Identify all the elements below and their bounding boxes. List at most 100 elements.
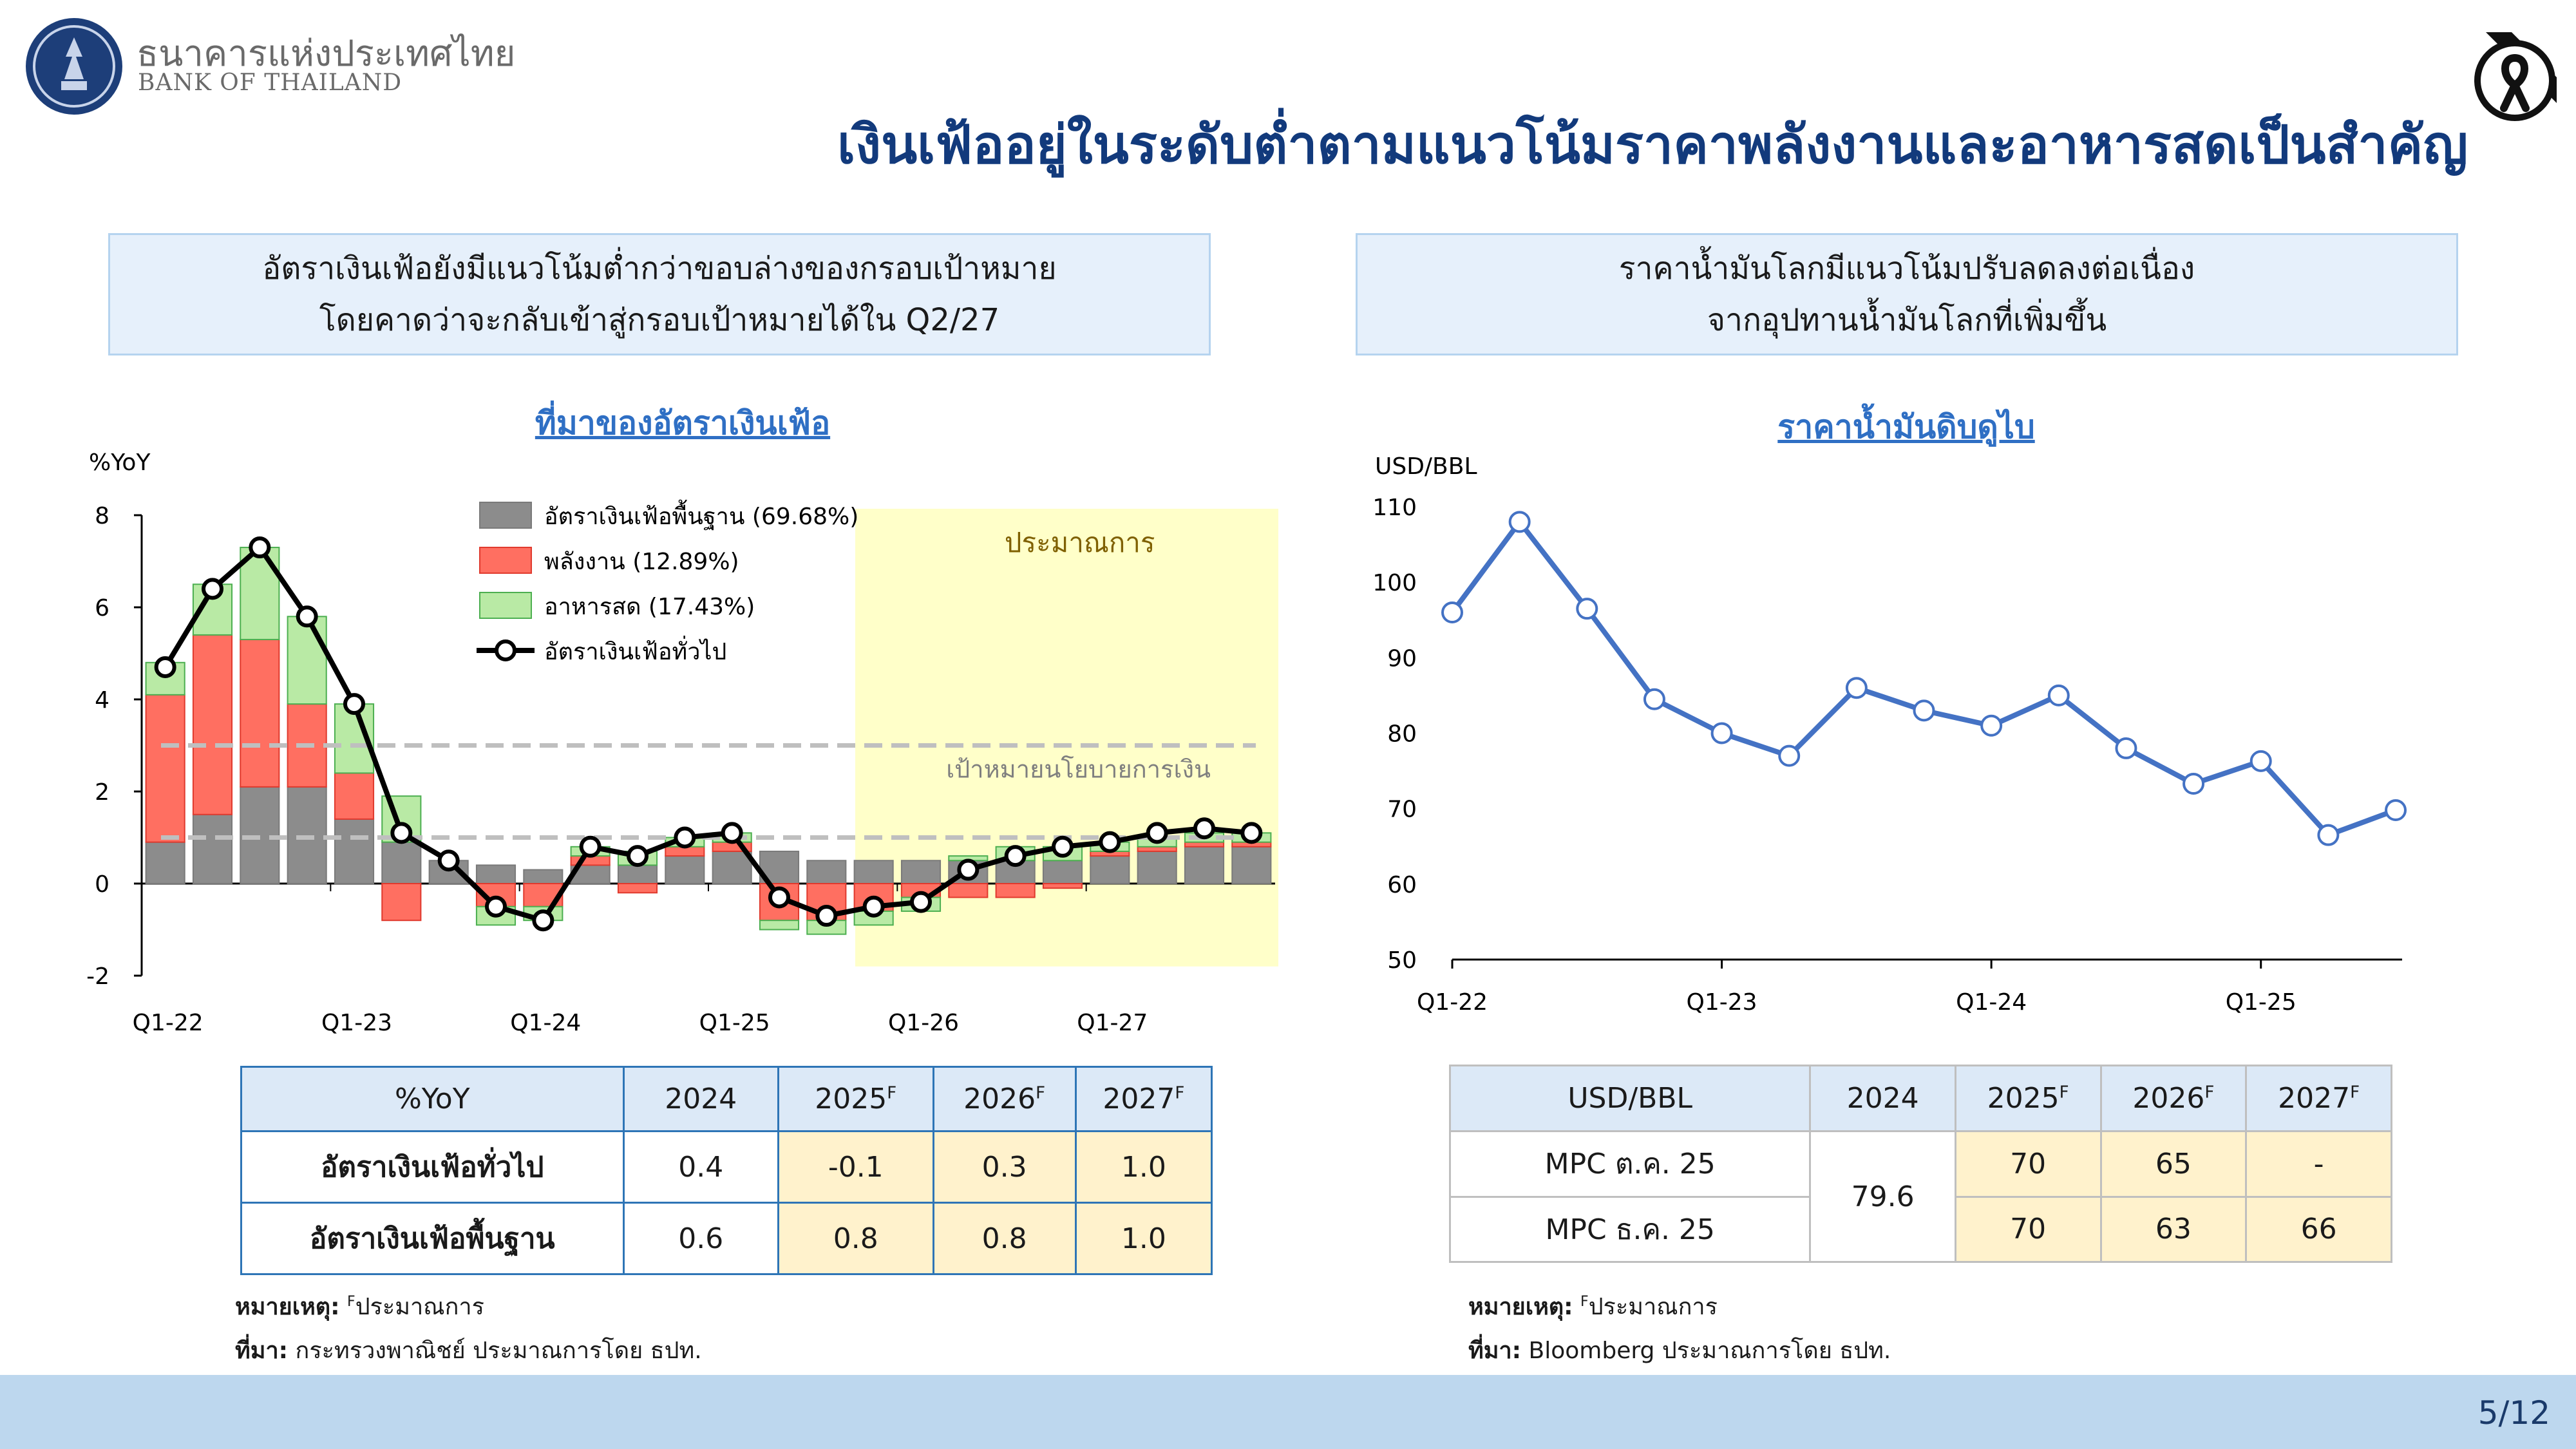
y-tick-label: 80 — [1387, 721, 1417, 748]
oil-price-point — [2385, 799, 2407, 822]
core-bar — [240, 786, 280, 884]
headline-point — [862, 895, 885, 918]
table-cell: 0.4 — [622, 1130, 779, 1204]
forecast-sup: F — [2204, 1083, 2215, 1103]
y-tick-label: 100 — [1372, 570, 1417, 596]
y-tick-label: 70 — [1387, 797, 1417, 823]
forecast-sup: F — [2350, 1083, 2360, 1103]
core-bar — [1184, 846, 1225, 884]
y-tick-label: 4 — [95, 687, 109, 714]
row-label: อัตราเงินเฟ้อทั่วไป — [240, 1130, 625, 1204]
emblem-icon — [33, 25, 115, 108]
food-bar — [287, 616, 327, 705]
oil-price-line — [1450, 517, 2397, 838]
core-bar — [475, 864, 516, 885]
right-summary-line1: ราคาน้ำมันโลกมีแนวโน้มปรับลดลงต่อเนื่อง — [1618, 251, 2195, 287]
oil-price-point — [2183, 773, 2205, 795]
core-bar — [806, 860, 847, 884]
food-bar — [192, 583, 233, 636]
legend-label: พลังงาน (12.89%) — [544, 549, 739, 575]
headline-point — [296, 605, 318, 628]
inflation-forecast-table: %YoY 2024 2025F 2026F 2027F อัตราเงินเฟ้… — [240, 1066, 1213, 1275]
x-tick-label: Q1-25 — [699, 1010, 770, 1036]
right-summary-box: ราคาน้ำมันโลกมีแนวโน้มปรับลดลงต่อเนื่อง … — [1356, 233, 2458, 355]
oil-price-point — [1980, 714, 2003, 737]
table-cell: 70 — [1954, 1195, 2102, 1263]
energy-bar — [1184, 841, 1225, 848]
left-summary-line1: อัตราเงินเฟ้อยังมีแนวโน้มต่ำกว่าขอบล่างข… — [262, 251, 1057, 287]
table-header-cell: USD/BBL — [1448, 1065, 1812, 1132]
oil-price-point — [1576, 598, 1598, 620]
table-cell: 70 — [1954, 1130, 2102, 1198]
core-bar — [523, 869, 564, 884]
oil-price-point — [2317, 824, 2340, 846]
table-header-cell: 2027F — [2245, 1065, 2392, 1132]
energy-bar — [192, 634, 233, 815]
table-cell: 0.3 — [932, 1130, 1077, 1204]
note-sup: F — [1580, 1294, 1589, 1310]
mourning-ribbon-icon — [2474, 32, 2557, 121]
row-label: MPC ต.ค. 25 — [1448, 1130, 1812, 1198]
table-cell: 1.0 — [1074, 1202, 1213, 1275]
legend-label: อาหารสด (17.43%) — [544, 594, 755, 620]
core-bar — [1042, 860, 1083, 884]
note-text: ประมาณการ — [355, 1294, 484, 1320]
core-bar — [900, 860, 942, 884]
headline-point — [532, 909, 554, 932]
table-row: อัตราเงินเฟ้อพื้นฐาน 0.6 0.8 0.8 1.0 — [240, 1202, 1213, 1275]
headline-point — [627, 845, 649, 867]
table-header-cell: 2025F — [777, 1066, 934, 1132]
forecast-sup: F — [1036, 1083, 1046, 1103]
oil-price-point — [1845, 677, 1868, 699]
left-summary-box: อัตราเงินเฟ้อยังมีแนวโน้มต่ำกว่าขอบล่างข… — [108, 233, 1211, 355]
table-row: อัตราเงินเฟ้อทั่วไป 0.4 -0.1 0.3 1.0 — [240, 1130, 1213, 1204]
table-header-cell: 2024 — [622, 1066, 779, 1132]
oil-price-point — [1643, 688, 1665, 710]
headline-point — [768, 886, 790, 909]
oil-chart-title: ราคาน้ำมันดิบดูไบ — [1777, 408, 2035, 446]
core-bar — [712, 850, 752, 885]
energy-bar — [617, 883, 658, 894]
headline-point — [1146, 822, 1168, 844]
headline-point — [1052, 835, 1074, 858]
energy-bar — [334, 772, 375, 820]
headline-point — [154, 656, 176, 678]
x-tick-label: Q1-26 — [888, 1010, 959, 1036]
y-axis-unit: USD/BBL — [1375, 453, 1477, 480]
year-label: 2026 — [963, 1083, 1036, 1115]
right-source: ที่มา: Bloomberg ประมาณการโดย ธปท. — [1468, 1332, 1891, 1368]
x-tick-label: Q1-22 — [133, 1010, 204, 1036]
right-summary-line2: จากอุปทานน้ำมันโลกที่เพิ่มขึ้น — [1707, 302, 2107, 338]
energy-bar — [948, 883, 989, 898]
y-tick-label: 110 — [1372, 495, 1417, 521]
x-tick-label: Q1-24 — [1956, 989, 2027, 1016]
legend-label: อัตราเงินเฟ้อทั่วไป — [544, 636, 726, 665]
table-cell: - — [2245, 1130, 2392, 1198]
headline-point — [1099, 831, 1121, 853]
core-bar — [287, 786, 327, 884]
note-sup: F — [347, 1294, 355, 1310]
year-label: 2026 — [2132, 1082, 2205, 1115]
bank-name-en: BANK OF THAILAND — [138, 70, 402, 96]
headline-point — [1240, 822, 1263, 844]
page-number: 5/12 — [2477, 1394, 2550, 1432]
x-tick-label: Q1-25 — [2226, 989, 2297, 1016]
table-cell: 65 — [2099, 1130, 2248, 1198]
headline-point — [1193, 817, 1215, 840]
core-bar — [145, 841, 185, 885]
year-label: 2027 — [2278, 1082, 2351, 1115]
x-tick-label: Q1-23 — [1687, 989, 1757, 1016]
page-title: เงินเฟ้ออยู่ในระดับต่ำตามแนวโน้มราคาพลัง… — [837, 115, 2468, 176]
y-tick-label: 90 — [1387, 645, 1417, 672]
table-cell: 0.6 — [622, 1202, 779, 1275]
legend-point-swatch — [495, 639, 516, 661]
note-label: หมายเหตุ: — [235, 1294, 340, 1320]
y-tick-label: 0 — [95, 871, 109, 898]
table-cell: 63 — [2099, 1195, 2248, 1263]
headline-point — [674, 826, 696, 849]
footer-bar — [0, 1375, 2576, 1449]
headline-point — [202, 578, 223, 600]
legend-swatch — [479, 547, 532, 574]
note-text: ประมาณการ — [1588, 1294, 1718, 1320]
oil-price-point — [1441, 601, 1463, 624]
